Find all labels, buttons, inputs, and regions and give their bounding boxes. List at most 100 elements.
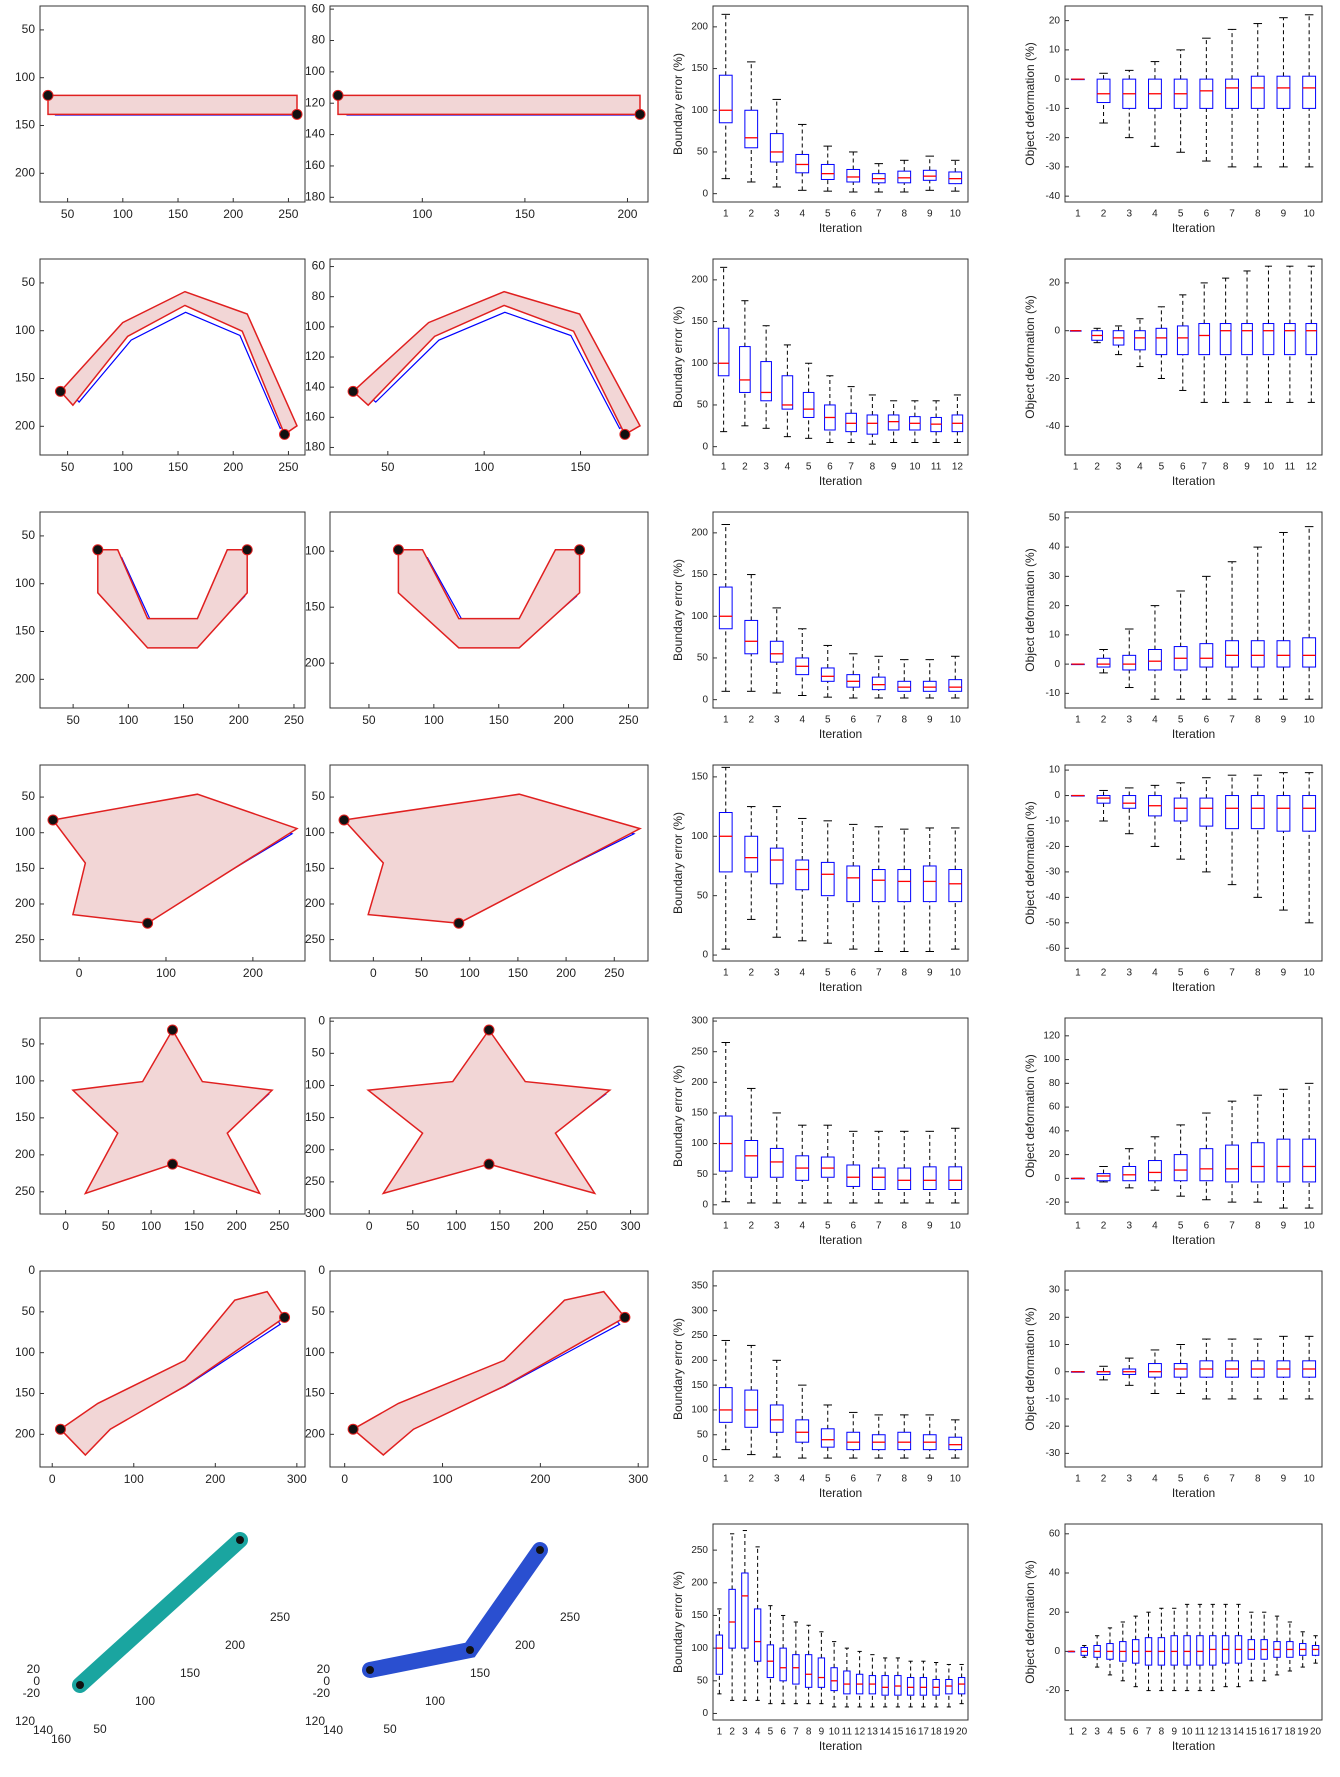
x-tick-label: 100 [124, 1472, 144, 1486]
axes-frame [1064, 258, 1323, 456]
x-tick-label: 15 [1246, 1727, 1258, 1738]
x-tick-label: 0 [49, 1472, 56, 1486]
y-tick-label: 60 [312, 1, 326, 15]
y-tick-label: 250 [305, 932, 325, 946]
x-tick-label: 140 [33, 1723, 53, 1737]
box [1225, 640, 1239, 668]
x-axis-label: Iteration [1172, 474, 1215, 488]
y-tick-label: 150 [691, 1108, 708, 1119]
x-tick-label: 1 [717, 1727, 723, 1738]
y-tick-label: 100 [305, 1345, 325, 1359]
x-tick-label: 1 [1075, 209, 1081, 220]
y-tick-label: 200 [305, 1142, 325, 1156]
y-tick-label: 0 [702, 441, 708, 452]
x-tick-label: 100 [156, 966, 176, 980]
y-tick-label: 140 [305, 127, 325, 141]
x-tick-label: 4 [1152, 715, 1158, 726]
y-tick-label: 200 [691, 527, 708, 538]
x-tick-label: 9 [1281, 1474, 1287, 1485]
x-tick-label: 4 [799, 968, 805, 979]
handle-point [574, 544, 586, 556]
y-tick-label: -30 [1046, 1448, 1061, 1459]
box [897, 1167, 912, 1190]
x-tick-label: 3 [763, 462, 769, 473]
x-tick-label: 300 [628, 1472, 648, 1486]
y-tick-label: 10 [1049, 45, 1061, 56]
y-tick-label: 10 [1049, 1339, 1061, 1350]
x-tick-label: 6 [1204, 968, 1210, 979]
box [744, 109, 759, 149]
y-tick-label: 0 [702, 1199, 708, 1210]
y-tick-label: 100 [305, 543, 325, 557]
y-tick-label: 150 [470, 1666, 490, 1680]
box [1173, 797, 1188, 822]
box [718, 74, 733, 124]
y-tick-label: 300 [691, 1305, 708, 1316]
y-tick-label: -20 [1046, 841, 1061, 852]
x-tick-label: 150 [174, 713, 194, 727]
x-tick-label: 6 [827, 462, 833, 473]
box [1183, 1635, 1191, 1666]
box [804, 1654, 813, 1688]
x-tick-label: 200 [229, 713, 249, 727]
x-tick-label: 300 [621, 1219, 641, 1233]
y-tick-label: 150 [691, 63, 708, 74]
y-axis-label: Object deformation (%) [1023, 1560, 1037, 1683]
y-tick-label: 100 [305, 825, 325, 839]
y-tick-label: 120 [305, 349, 325, 363]
box [1209, 1635, 1217, 1666]
box [820, 163, 835, 180]
y-tick-label: 150 [691, 316, 708, 327]
box [1134, 330, 1146, 351]
x-tick-label: 100 [113, 207, 133, 221]
y-axis-label: Boundary error (%) [671, 53, 685, 155]
handle-point [279, 428, 291, 440]
y-tick-label: -20 [1046, 373, 1061, 384]
x-tick-label: 6 [850, 1221, 856, 1232]
y-tick-label: 120 [305, 95, 325, 109]
axes-frame [39, 1017, 306, 1215]
y-tick-label: 200 [15, 165, 35, 179]
x-tick-label: 7 [1229, 1474, 1235, 1485]
x-tick-label: 7 [876, 209, 882, 220]
box [1176, 325, 1189, 356]
x-axis-label: Iteration [819, 221, 862, 235]
box [1199, 643, 1214, 668]
box [728, 1588, 736, 1649]
x-tick-label: 20 [956, 1727, 968, 1738]
x-tick-label: 7 [876, 1474, 882, 1485]
y-tick-label: 50 [697, 653, 709, 664]
y-tick-label: 150 [305, 1110, 325, 1124]
x-tick-label: 10 [950, 715, 962, 726]
x-tick-label: 2 [1101, 968, 1107, 979]
y-tick-label: -30 [1046, 867, 1061, 878]
x-tick-label: 8 [1255, 1221, 1261, 1232]
x-tick-label: 4 [1152, 968, 1158, 979]
box [820, 861, 835, 897]
box [1155, 327, 1168, 356]
x-tick-label: 10 [1304, 1221, 1316, 1232]
x-tick-label: 12 [952, 462, 964, 473]
box [1225, 1144, 1239, 1183]
y-tick-label: 200 [305, 655, 325, 669]
y-tick-label: 100 [135, 1694, 155, 1708]
y-tick-label: 0 [702, 694, 708, 705]
x-tick-label: 8 [901, 715, 907, 726]
handle-point [241, 544, 253, 556]
x-tick-label: 2 [729, 1727, 735, 1738]
box [830, 1667, 838, 1692]
x-tick-label: 8 [1255, 1474, 1261, 1485]
x-tick-label: 7 [1201, 462, 1207, 473]
y-tick-label: 100 [425, 1694, 445, 1708]
box [922, 865, 937, 903]
x-tick-label: 9 [927, 1474, 933, 1485]
axes-frame [329, 5, 649, 203]
box [1122, 654, 1137, 671]
x-tick-label: 19 [1297, 1727, 1309, 1738]
y-axis-label: Boundary error (%) [671, 812, 685, 914]
y-tick-label: 200 [15, 1427, 35, 1441]
y-tick-label: 100 [15, 323, 35, 337]
y-tick-label: 50 [312, 1046, 326, 1060]
box [744, 1140, 759, 1178]
handle-point [92, 544, 104, 556]
